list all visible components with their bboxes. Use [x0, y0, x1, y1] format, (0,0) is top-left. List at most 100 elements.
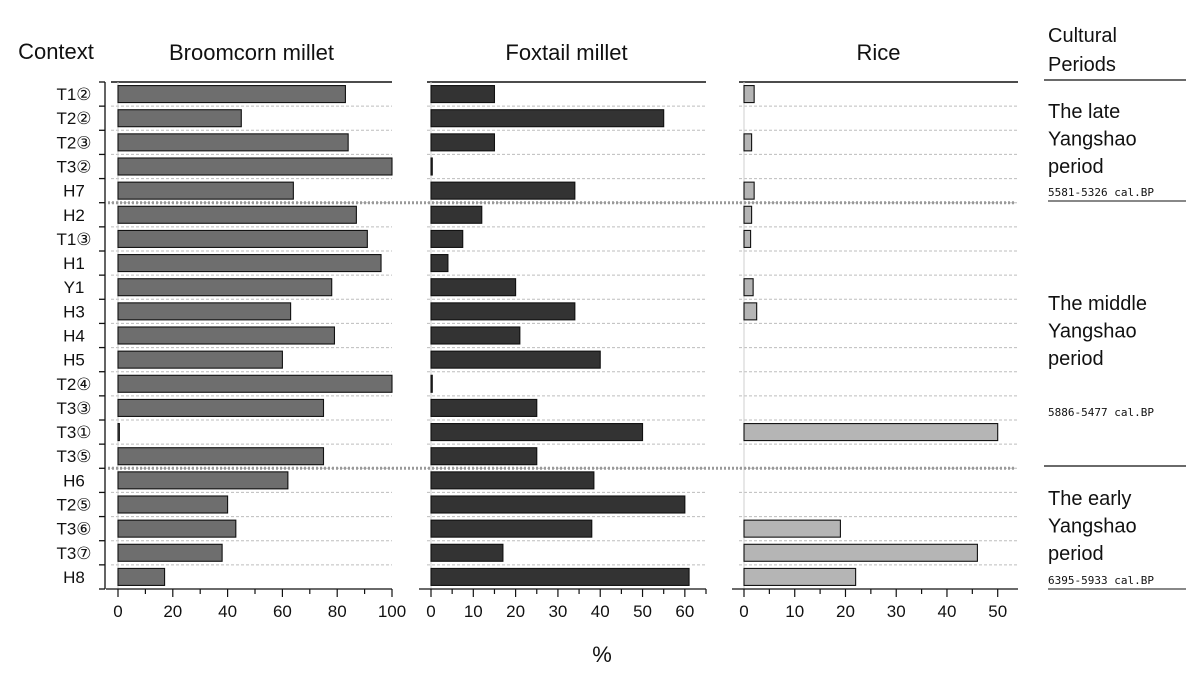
x-tick-label: 100 [378, 602, 406, 621]
bar [430, 278, 517, 297]
context-label: T1② [56, 85, 91, 104]
bar [430, 567, 690, 586]
x-tick-label: 40 [218, 602, 237, 621]
period-name-line: The early [1048, 488, 1131, 510]
x-axis-label: % [592, 642, 612, 667]
x-tick-label: 10 [464, 602, 483, 621]
series-title: Foxtail millet [505, 40, 627, 65]
bar [117, 205, 357, 224]
x-tick-label: 0 [113, 602, 122, 621]
x-tick-label: 60 [675, 602, 694, 621]
bar [430, 157, 433, 176]
bar [430, 519, 593, 538]
bar [430, 302, 576, 321]
x-tick-label: 10 [785, 602, 804, 621]
context-label: T3⑦ [56, 544, 91, 563]
context-label: H1 [63, 254, 85, 273]
context-label: T2② [56, 109, 91, 128]
period-block: The late Yangshao period 5581-5326 cal.BP [1048, 101, 1186, 202]
bar [117, 374, 393, 393]
bar [117, 229, 368, 248]
bar [430, 133, 496, 152]
context-label: T2④ [56, 375, 91, 394]
cultural-periods: Cultural Periods The late Yangshao period 558… [1044, 25, 1186, 590]
context-label: H5 [63, 351, 85, 370]
bar [117, 326, 336, 345]
context-label: T2⑤ [56, 496, 91, 515]
context-label: T3③ [56, 399, 91, 418]
period-name-line: The late [1048, 101, 1120, 123]
bar [430, 254, 449, 273]
series-title: Broomcorn millet [169, 40, 334, 65]
bar [743, 423, 999, 442]
panel-broomcorn-millet: 0 20 40 60 80 100 Broomcorn millet [106, 40, 406, 621]
x-tick-label: 30 [548, 602, 567, 621]
bar [117, 543, 223, 562]
bar [743, 133, 753, 152]
x-tick-label: 50 [988, 602, 1007, 621]
bar [743, 519, 841, 538]
context-label: H6 [63, 471, 85, 490]
period-dividers [108, 201, 1016, 470]
context-label: T2③ [56, 133, 91, 152]
bar [117, 447, 325, 466]
context-label: H8 [63, 568, 85, 587]
bar [430, 229, 464, 248]
bar [743, 278, 754, 297]
bar [430, 181, 576, 200]
bar [430, 374, 433, 393]
bar [430, 495, 686, 514]
x-tick-label: 60 [273, 602, 292, 621]
x-tick-label: 80 [328, 602, 347, 621]
bar [117, 157, 393, 176]
bar [743, 181, 755, 200]
bar [117, 278, 333, 297]
series-title: Rice [856, 40, 900, 65]
context-label: H3 [63, 302, 85, 321]
bar [430, 447, 538, 466]
context-label: T1③ [56, 230, 91, 249]
period-block: The middle Yangshao period 5886-5477 cal.BP [1048, 293, 1154, 419]
bar [743, 567, 857, 586]
panels: 0 20 40 60 80 100 Broomcorn millet 0 10 20 30 40 50 6… [106, 40, 1018, 621]
x-tick-label: 0 [739, 602, 748, 621]
context-label: T3⑤ [56, 447, 91, 466]
bar [430, 205, 483, 224]
bar [117, 471, 289, 490]
bar [117, 181, 294, 200]
period-name-line: period [1048, 156, 1104, 178]
bar [117, 85, 346, 104]
period-name-line: Yangshao [1048, 516, 1137, 538]
bar [743, 85, 755, 104]
bar [117, 133, 349, 152]
x-tick-label: 50 [633, 602, 652, 621]
period-name-line: Yangshao [1048, 321, 1137, 343]
periods-header-line: Cultural [1048, 25, 1117, 47]
context-label: T3⑥ [56, 520, 91, 539]
bar [117, 254, 382, 273]
x-tick-label: 40 [938, 602, 957, 621]
x-tick-label: 20 [836, 602, 855, 621]
periods-header-line: Periods [1048, 54, 1116, 76]
bar [743, 229, 752, 248]
x-tick-label: 30 [887, 602, 906, 621]
panel-foxtail-millet: 0 10 20 30 40 50 60 Foxtail millet [419, 40, 707, 621]
bar [430, 423, 644, 442]
x-tick-label: 20 [506, 602, 525, 621]
bar [430, 326, 521, 345]
x-tick-label: 20 [163, 602, 182, 621]
period-name-line: Yangshao [1048, 129, 1137, 151]
bar [743, 302, 758, 321]
bar [743, 205, 753, 224]
bar [430, 543, 504, 562]
context-axis: T1② T2② T2③ T3② H7 H2 T1③ H1 Y1 H3 H4 H5 T2④ T3③ T3① T3… [56, 81, 106, 590]
period-block: The early Yangshao period 6395-5933 cal.BP [1048, 488, 1186, 590]
period-dates: 5581-5326 cal.BP [1048, 186, 1154, 199]
bar [117, 423, 120, 442]
bar [117, 495, 229, 514]
period-name-line: period [1048, 543, 1104, 565]
bar [430, 85, 496, 104]
bar [430, 350, 601, 369]
bar [430, 471, 595, 490]
